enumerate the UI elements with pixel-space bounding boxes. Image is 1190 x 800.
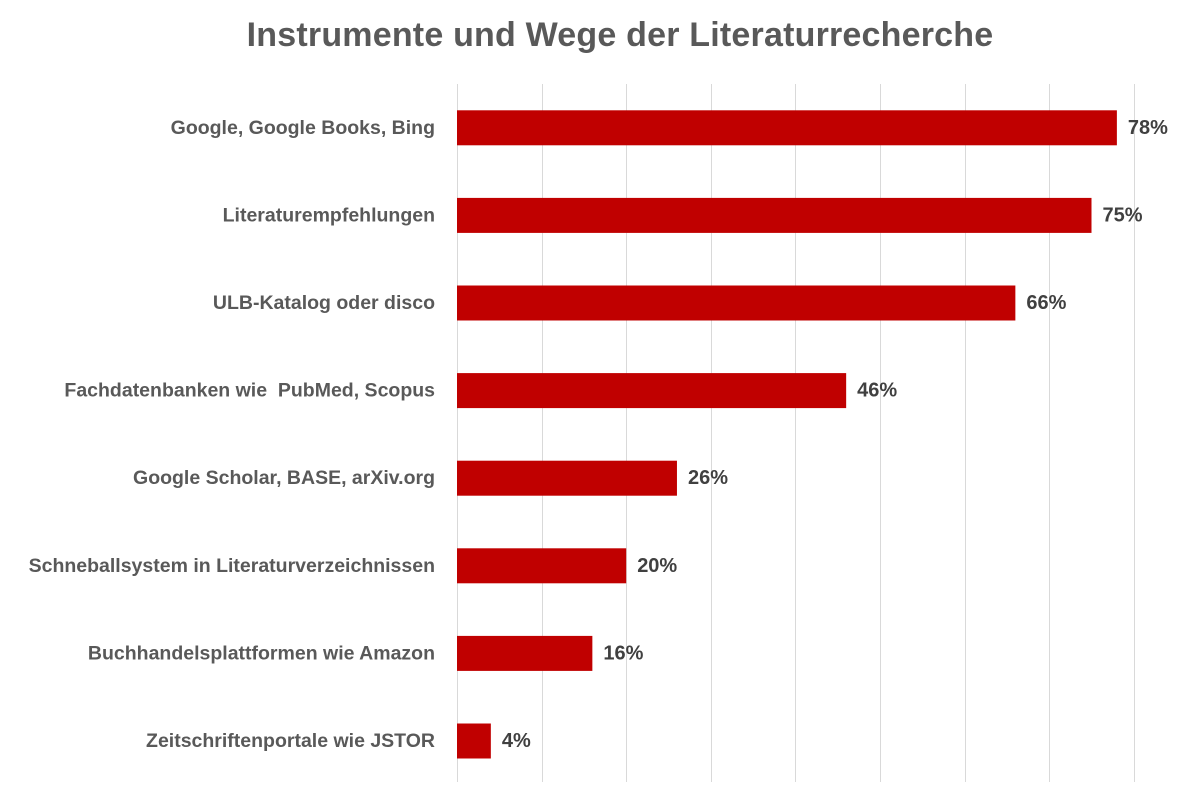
data-label: 46% xyxy=(857,380,897,402)
data-label: 66% xyxy=(1026,292,1066,314)
data-label: 20% xyxy=(637,555,677,577)
bar xyxy=(457,548,627,584)
data-label: 16% xyxy=(603,642,643,664)
category-label: ULB-Katalog oder disco xyxy=(213,292,435,314)
category-label: Google Scholar, BASE, arXiv.org xyxy=(133,467,435,489)
bar xyxy=(457,460,677,496)
data-label: 75% xyxy=(1103,204,1143,226)
category-labels: Google, Google Books, Bing Literaturempfe… xyxy=(29,117,436,752)
gridlines xyxy=(457,84,1135,782)
data-label: 26% xyxy=(688,467,728,489)
bar xyxy=(457,285,1016,321)
category-label: Buchhandelsplattformen wie Amazon xyxy=(88,642,435,664)
category-label: Google, Google Books, Bing xyxy=(171,117,435,139)
data-label: 78% xyxy=(1128,117,1168,139)
category-label: Schneballsystem in Literaturverzeichniss… xyxy=(29,555,435,577)
bar xyxy=(457,723,491,759)
bar xyxy=(457,635,593,671)
bars xyxy=(457,110,1117,759)
bar xyxy=(457,373,847,409)
data-label: 4% xyxy=(502,730,531,752)
bar xyxy=(457,197,1092,233)
category-label: Literaturempfehlungen xyxy=(223,204,435,226)
category-label: Fachdatenbanken wie PubMed, Scopus xyxy=(64,380,435,402)
category-label: Zeitschriftenportale wie JSTOR xyxy=(146,730,435,752)
data-labels: 78% 75% 66% 46% 26% 20% 16% 4% xyxy=(502,117,1168,752)
chart-title: Instrumente und Wege der Literaturrecher… xyxy=(246,16,994,54)
bar xyxy=(457,110,1117,146)
